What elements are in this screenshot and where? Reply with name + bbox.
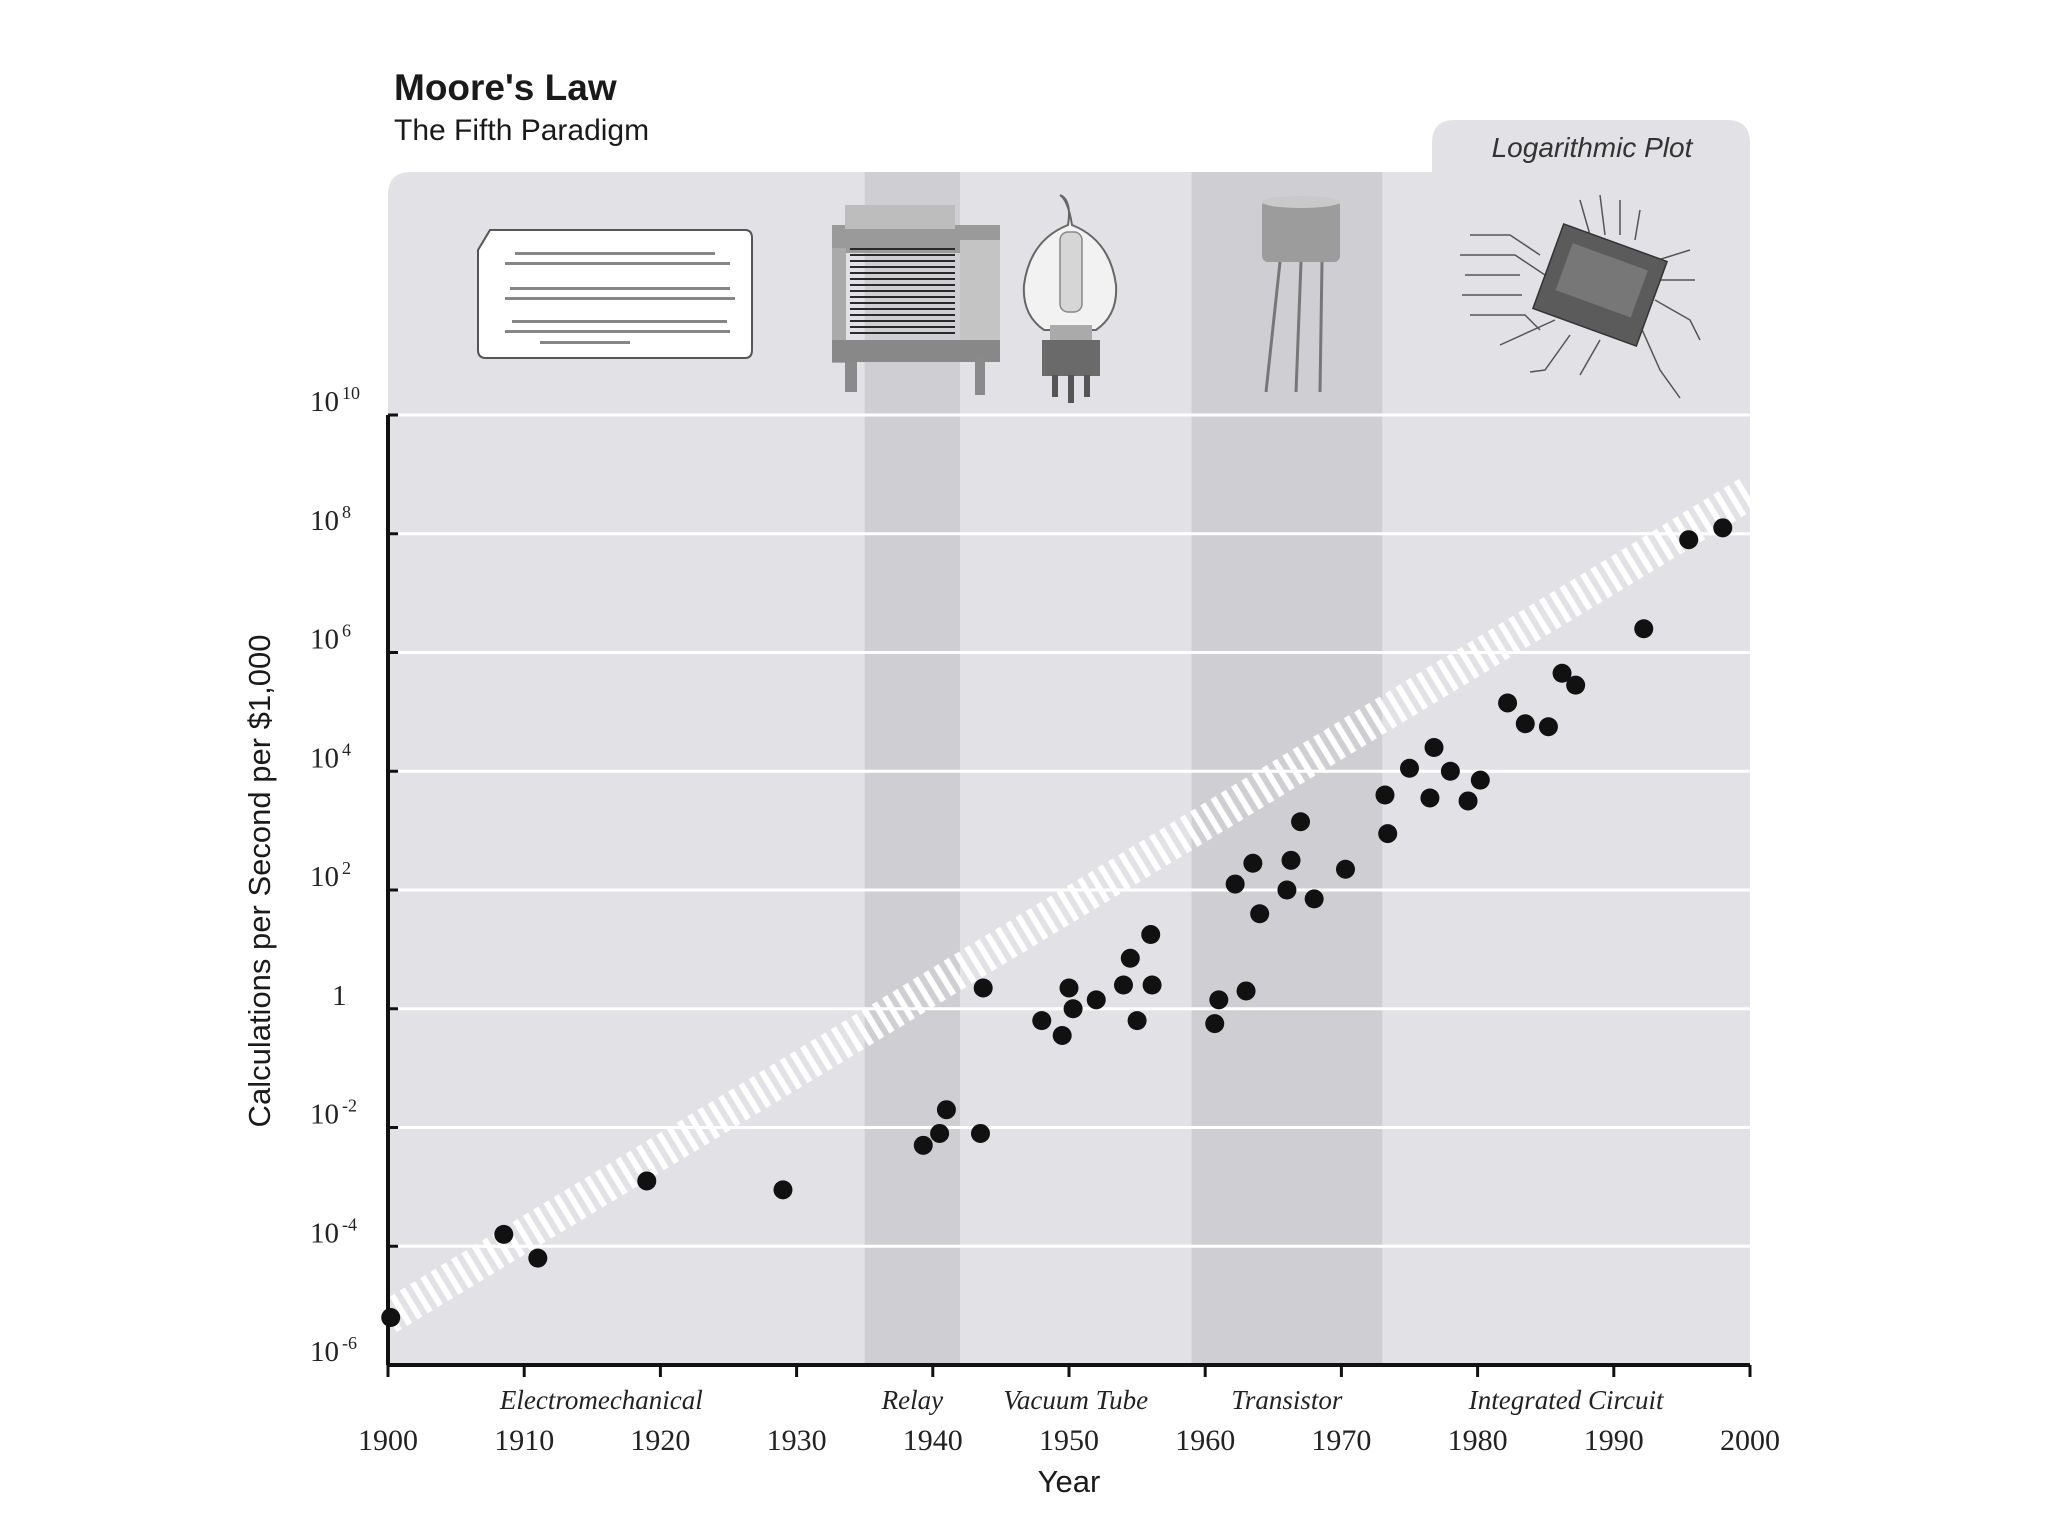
data-point-12 [1059, 978, 1079, 998]
y-tick-label-6: 10 -2 [310, 1096, 357, 1131]
x-tick-label-9: 1990 [1584, 1424, 1644, 1457]
data-point-40 [1515, 714, 1535, 734]
paradigm-bands [864, 172, 1383, 1365]
data-point-39 [1498, 693, 1518, 713]
data-point-45 [1679, 530, 1699, 550]
data-point-30 [1335, 859, 1355, 879]
data-point-3 [637, 1171, 657, 1191]
data-point-31 [1375, 785, 1395, 805]
data-point-18 [1141, 925, 1161, 945]
y-tick-label-2: 10 6 [310, 621, 351, 656]
data-point-6 [930, 1123, 950, 1143]
x-tick-label-2: 1920 [630, 1424, 690, 1457]
x-ticks: 1900 1910 1920 1930 1940 1950 1960 1970 1980 1990… [358, 1365, 1780, 1457]
data-point-41 [1538, 717, 1558, 737]
paradigm-band-3 [1191, 172, 1383, 1365]
data-point-28 [1291, 812, 1311, 832]
data-point-15 [1113, 975, 1133, 995]
data-point-34 [1420, 788, 1440, 808]
paradigm-label-4: Integrated Circuit [1468, 1385, 1665, 1415]
y-axis-label: Calculations per Second per $1,000 [242, 635, 277, 1128]
paradigm-label-0: Electromechanical [499, 1385, 703, 1415]
y-tick-label-7: 10 -4 [310, 1214, 357, 1249]
vacuum-tube-icon [1022, 194, 1118, 403]
punch-card-icon [477, 229, 753, 359]
data-point-44 [1634, 619, 1654, 639]
plot-background [388, 120, 1750, 1365]
data-point-17 [1127, 1011, 1147, 1031]
data-point-29 [1304, 889, 1324, 909]
paradigm-label-2: Vacuum Tube [1003, 1385, 1148, 1415]
x-tick-label-10: 2000 [1720, 1424, 1780, 1457]
chart-title: Moore's Law [394, 67, 617, 108]
x-tick-label-7: 1970 [1311, 1424, 1371, 1457]
data-point-21 [1209, 990, 1229, 1010]
data-point-7 [936, 1100, 956, 1120]
integrated-circuit-icon [1460, 194, 1701, 399]
data-point-20 [1205, 1014, 1225, 1034]
data-point-37 [1458, 791, 1478, 811]
paradigm-label-1: Relay [881, 1385, 943, 1415]
data-point-23 [1236, 981, 1256, 1001]
paradigm-band-1 [864, 172, 961, 1365]
data-points [381, 518, 1733, 1327]
y-tick-label-4: 10 2 [310, 858, 351, 893]
data-point-26 [1277, 880, 1297, 900]
data-point-24 [1243, 853, 1263, 873]
data-point-2 [528, 1248, 548, 1268]
data-point-32 [1378, 824, 1398, 844]
data-point-43 [1566, 675, 1586, 695]
data-point-13 [1063, 999, 1083, 1019]
panel-label: Logarithmic Plot [1492, 132, 1694, 163]
x-tick-label-8: 1980 [1448, 1424, 1508, 1457]
y-tick-label-1: 10 8 [310, 502, 351, 537]
data-point-14 [1086, 990, 1106, 1010]
y-tick-label-5: 1 [332, 980, 347, 1012]
data-point-33 [1400, 758, 1419, 778]
data-point-25 [1250, 904, 1270, 924]
paradigm-labels: Electromechanical Relay Vacuum Tube Transis… [499, 1385, 1665, 1415]
x-tick-label-6: 1960 [1175, 1424, 1235, 1457]
data-point-0 [381, 1308, 401, 1327]
data-point-8 [970, 1123, 990, 1143]
data-point-35 [1424, 738, 1444, 757]
data-point-9 [973, 978, 993, 998]
relay-icon [832, 205, 1000, 395]
data-point-11 [1052, 1025, 1072, 1045]
x-tick-label-5: 1950 [1039, 1424, 1099, 1457]
data-point-10 [1032, 1011, 1052, 1031]
x-tick-label-0: 1900 [358, 1424, 418, 1457]
data-point-22 [1225, 874, 1245, 894]
y-ticks: 10 10 10 8 10 6 10 4 10 2 1 10 -2 10 -4 10 -6 [310, 383, 398, 1368]
data-point-5 [913, 1135, 933, 1155]
x-tick-label-3: 1930 [767, 1424, 827, 1457]
chart-subtitle: The Fifth Paradigm [394, 114, 649, 147]
x-tick-label-4: 1940 [903, 1424, 963, 1457]
trend-line [388, 477, 1750, 1333]
data-point-36 [1440, 761, 1460, 781]
y-tick-label-3: 10 4 [310, 739, 351, 774]
data-point-4 [773, 1180, 793, 1200]
data-point-16 [1120, 948, 1140, 968]
data-point-46 [1713, 518, 1733, 538]
data-point-19 [1142, 975, 1162, 995]
y-tick-label-0: 10 10 [310, 383, 360, 418]
data-point-1 [494, 1224, 514, 1244]
x-axis-label: Year [1038, 1464, 1101, 1499]
paradigm-label-3: Transistor [1231, 1385, 1343, 1415]
data-point-27 [1281, 850, 1301, 870]
data-point-42 [1552, 663, 1572, 683]
data-point-38 [1470, 770, 1490, 790]
y-tick-label-8: 10 -6 [310, 1333, 357, 1368]
transistor-icon [1262, 196, 1340, 393]
x-tick-label-1: 1910 [494, 1424, 554, 1457]
